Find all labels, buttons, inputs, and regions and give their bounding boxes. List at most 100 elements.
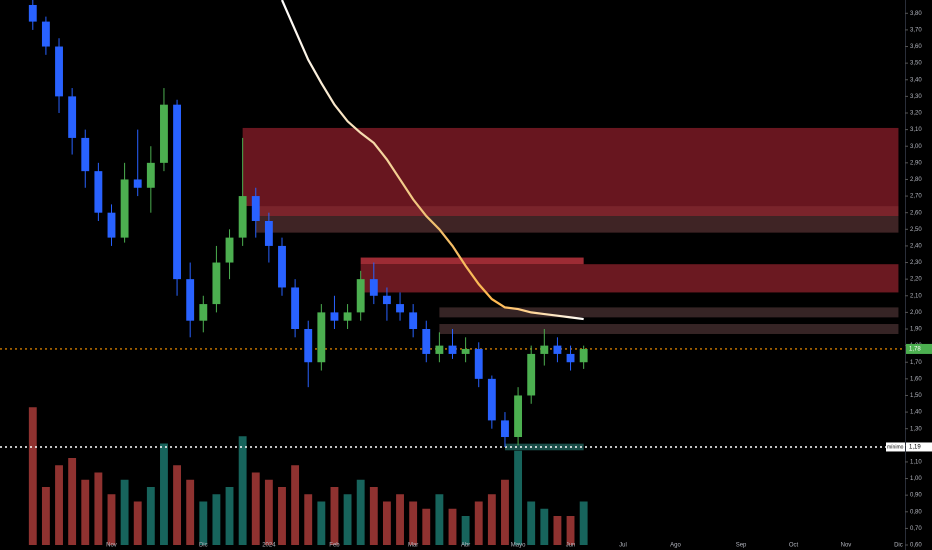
candle-body	[133, 179, 142, 188]
y-tick-label: 2,60	[910, 210, 922, 216]
candle-body	[540, 345, 549, 354]
volume-bar	[94, 472, 103, 545]
volume-bar	[566, 516, 575, 545]
candle-body	[396, 304, 404, 313]
moving-average	[280, 0, 584, 321]
volume-bar	[356, 479, 365, 545]
y-tick-label: 3,20	[910, 111, 922, 117]
volume-bar	[55, 465, 63, 545]
y-tick-label: 2,50	[910, 227, 922, 233]
candle-body	[199, 304, 208, 321]
candle-body	[461, 348, 470, 354]
volume-bar	[264, 479, 273, 545]
zone	[360, 264, 899, 293]
x-tick-label: Feb	[329, 543, 340, 549]
y-tick-label: 0,80	[910, 509, 922, 515]
candle-body	[579, 348, 588, 363]
volume-bar	[304, 494, 313, 545]
x-tick-label: Dic	[894, 543, 903, 549]
y-tick-label: 1,90	[910, 327, 922, 333]
volume-bar	[369, 487, 378, 545]
candle-body	[330, 312, 339, 321]
y-tick-label: 1,00	[910, 476, 922, 482]
volume-bar	[461, 516, 470, 545]
candle-body	[107, 212, 116, 238]
x-tick-label: Dic	[199, 543, 208, 549]
y-tick-label: 3,00	[910, 144, 922, 150]
volume-bar	[146, 487, 155, 545]
volume-bar	[199, 501, 208, 545]
volume-bar	[514, 450, 523, 545]
candle-body	[68, 96, 77, 138]
y-tick-label: 2,70	[910, 194, 922, 200]
volume-bar	[474, 501, 483, 545]
volume-bar	[448, 508, 457, 545]
y-tick-label: 1,60	[910, 376, 922, 382]
candle-body	[173, 104, 181, 280]
y-tick-label: 1,50	[910, 393, 922, 399]
volume-bar	[553, 516, 562, 545]
volume-bar	[212, 494, 221, 545]
candle-body	[238, 196, 247, 238]
candle-body	[94, 171, 103, 213]
zone	[439, 324, 899, 334]
y-tick-label: 0,60	[910, 543, 922, 549]
candle-body	[304, 329, 313, 363]
x-tick-label: Jun	[566, 543, 576, 549]
low-title: mínimo	[887, 444, 904, 450]
y-tick-label: 3,40	[910, 77, 922, 83]
y-tick-label: 0,70	[910, 526, 922, 532]
candle-body	[146, 162, 155, 188]
y-tick-label: 2,00	[910, 310, 922, 316]
candle-body	[160, 104, 168, 163]
volume-bar	[409, 501, 418, 545]
y-tick-label: 2,90	[910, 160, 922, 166]
volume-bar	[343, 494, 352, 545]
zone	[360, 257, 584, 265]
y-tick-label: 2,30	[910, 260, 922, 266]
last-price-label: 1,78	[909, 347, 921, 353]
y-tick-label: 1,30	[910, 426, 922, 432]
volume-bar	[68, 458, 77, 545]
candle-body	[55, 46, 63, 97]
candle-body	[422, 329, 431, 354]
y-tick-label: 3,30	[910, 94, 922, 100]
volume-bar	[120, 479, 129, 545]
volume-bar	[501, 479, 509, 545]
x-tick-label: Jul	[619, 543, 627, 549]
y-tick-label: 3,70	[910, 27, 922, 33]
low-label: 1,19	[909, 445, 921, 451]
candle-body	[225, 237, 234, 263]
y-tick-label: 1,40	[910, 410, 922, 416]
low-tag	[906, 442, 932, 452]
zone	[255, 216, 899, 233]
candle-body	[514, 395, 523, 438]
candle-body	[474, 348, 483, 379]
x-tick-label: Oct	[789, 543, 799, 549]
candle-body	[435, 345, 444, 354]
candle-body	[212, 262, 221, 305]
y-tick-label: 1,10	[910, 460, 922, 466]
volume-bar	[317, 501, 326, 545]
last-price-tag	[906, 343, 932, 354]
candle-body	[81, 137, 90, 172]
candle-body	[487, 378, 496, 421]
volume-bar	[107, 494, 116, 545]
volume-bar	[160, 443, 168, 545]
volume-bar	[422, 508, 431, 545]
candle-body	[120, 179, 129, 238]
volume-bar	[278, 487, 286, 545]
volume-bar	[41, 487, 50, 545]
candle-body	[553, 345, 562, 354]
x-tick-label: Mayo	[511, 543, 526, 549]
volume-bar	[251, 472, 260, 545]
zone	[242, 127, 899, 207]
candle-body	[41, 21, 50, 47]
candle-body	[186, 279, 195, 321]
y-tick-label: 2,40	[910, 243, 922, 249]
candle-body	[382, 295, 391, 305]
y-tick-label: 2,80	[910, 177, 922, 183]
volume-bar	[133, 501, 142, 545]
candle-body	[264, 220, 273, 246]
